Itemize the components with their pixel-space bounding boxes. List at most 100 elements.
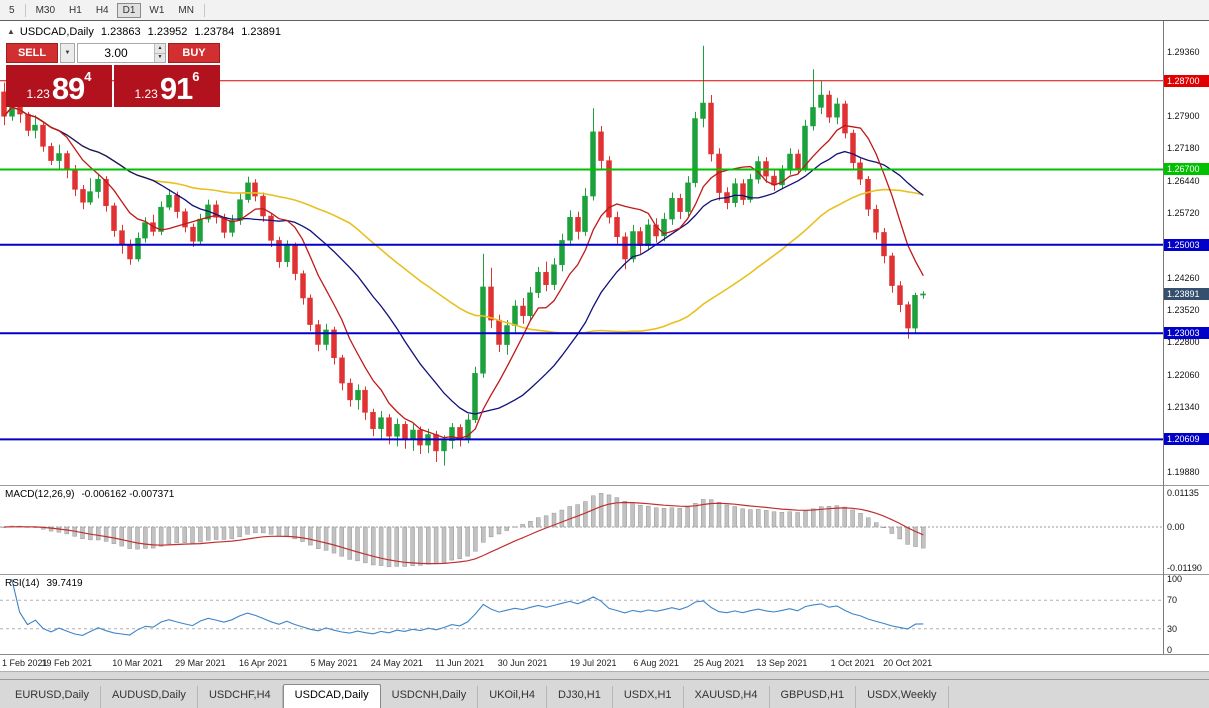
chart-symbol-label: USDCAD,Daily [19,26,94,38]
level-price-badge: 1.26700 [1164,163,1209,176]
ask-price-big-digits: 91 [159,71,193,106]
chart-tab-audusd-daily[interactable]: AUDUSD,Daily [101,686,198,708]
date-axis-label: 19 Feb 2021 [41,658,93,668]
price-tick: 1.26440 [1167,175,1200,186]
pane-separator [1164,574,1209,575]
rsi-line [11,578,924,636]
ohlc-close: 1.23891 [241,26,281,38]
timeframe-button-mn[interactable]: MN [178,4,194,16]
chart-tab-usdx-weekly[interactable]: USDX,Weekly [856,686,949,708]
ohlc-low: 1.23784 [194,26,235,38]
rsi-pane[interactable]: RSI(14) 39.7419 [0,574,1163,654]
chart-tab-usdchf-h4[interactable]: USDCHF,H4 [198,686,283,708]
candles [1,45,926,466]
time-axis[interactable]: 1 Feb 2021 19 Feb 2021 10 Mar 2021 29 Mar 2… [0,654,1209,672]
price-tick: 1.29360 [1167,46,1200,57]
price-tick: 1.24260 [1167,272,1200,283]
level-price-badge: 1.25003 [1164,238,1209,251]
volume-dropdown-button[interactable]: ▼ [60,43,75,63]
rsi-axis-tick: 30 [1167,623,1178,634]
macd-indicator-name: MACD(12,26,9) [5,489,75,500]
timeframe-button-h4[interactable]: H4 [95,4,109,16]
volume-spinner: ▲ ▼ [154,44,165,62]
volume-input[interactable] [78,44,165,62]
macd-signal-line [3,501,924,565]
bid-price-pip-digit: 4 [84,69,92,84]
bid-price-display[interactable]: 1.23 89 4 [6,65,112,107]
chart-tab-usdcnh-daily[interactable]: USDCNH,Daily [381,686,479,708]
chart-tab-gbpusd-h1[interactable]: GBPUSD,H1 [770,686,857,708]
bid-price-big-digits: 89 [51,71,85,106]
date-axis-label: 6 Aug 2021 [633,658,679,668]
price-tick: 1.27900 [1167,111,1200,122]
moving-average-8 [3,106,924,440]
macd-axis-zero: 0.00 [1167,522,1185,532]
timeframe-button-h1[interactable]: H1 [69,4,82,16]
chart-tab-ukoil-h4[interactable]: UKOil,H4 [478,686,548,708]
current-price-badge: 1.23891 [1164,287,1209,300]
price-tick: 1.21340 [1167,402,1200,412]
moving-average-45 [3,106,924,334]
price-pane[interactable]: ▲ USDCAD,Daily 1.23863 1.23952 1.23784 1… [0,21,1163,485]
level-price-badge: 1.20609 [1164,433,1209,446]
timeframe-button-w1[interactable]: W1 [149,4,165,16]
date-axis-label: 11 Jun 2021 [435,658,485,668]
level-price-badge: 1.23003 [1164,327,1209,340]
date-axis-label: 10 Mar 2021 [112,658,163,668]
macd-indicator-values: -0.006162 -0.007371 [81,489,175,500]
chart-ohlc-header: ▲ USDCAD,Daily 1.23863 1.23952 1.23784 1… [7,26,281,38]
ohlc-high: 1.23952 [147,26,188,38]
macd-axis-bottom: -0.01190 [1167,563,1202,573]
price-tick: 1.25720 [1167,207,1200,218]
date-axis-label: 29 Mar 2021 [175,658,226,668]
price-tick: 1.27180 [1167,143,1200,154]
chart-region: ▲ USDCAD,Daily 1.23863 1.23952 1.23784 1… [0,20,1209,672]
chevron-down-icon: ▼ [64,50,71,56]
one-click-trading-panel: SELL ▼ ▲ ▼ BUY 1.23 [6,43,220,107]
price-tick: 1.19880 [1167,466,1200,477]
macd-canvas [0,493,1163,567]
date-axis-label: 24 May 2021 [370,658,423,668]
rsi-indicator-value: 39.7419 [46,578,83,589]
macd-axis-top: 0.01135 [1167,488,1199,498]
chart-tab-bar: EURUSD,Daily AUDUSD,Daily USDCHF,H4 USDCAD,… [0,679,1209,708]
volume-field: ▲ ▼ [77,43,166,63]
timeframe-toolbar: 5 M30 H1 H4 D1 W1 MN [0,0,1209,20]
timeframe-button-m30[interactable]: M30 [35,4,56,16]
rsi-axis-tick: 0 [1167,645,1173,655]
chart-tab-dj30-h1[interactable]: DJ30,H1 [547,686,613,708]
toolbar-separator [24,3,26,17]
timeframe-button-d1[interactable]: D1 [116,2,142,18]
pane-separator [1164,485,1209,486]
statusbar-strip [0,671,1209,679]
volume-decrease-button[interactable]: ▼ [155,53,165,62]
chart-tab-xauusd-h4[interactable]: XAUUSD,H4 [684,686,770,708]
one-click-panel-toggle-icon[interactable]: ▲ [7,27,15,36]
ask-price-display[interactable]: 1.23 91 6 [114,65,220,107]
chart-tab-usdcad-daily[interactable]: USDCAD,Daily [282,684,381,708]
chart-tab-eurusd-daily[interactable]: EURUSD,Daily [4,686,101,708]
buy-button[interactable]: BUY [168,43,220,63]
price-tick: 1.22800 [1167,337,1200,348]
date-axis-label: 19 Jul 2021 [570,658,617,668]
date-axis-label: 13 Sep 2021 [756,658,808,668]
date-axis-label: 5 May 2021 [310,658,358,668]
price-tick: 1.23520 [1167,305,1200,316]
rsi-axis-tick: 100 [1167,574,1183,584]
date-axis-label: 1 Oct 2021 [830,658,875,668]
macd-histogram [1,493,926,567]
date-axis-label: 16 Apr 2021 [238,658,288,668]
date-axis-label: 25 Aug 2021 [693,658,745,668]
ask-price-pip-digit: 6 [192,69,200,84]
timeframe-button-5[interactable]: 5 [9,4,15,16]
rsi-indicator-name: RSI(14) [5,578,40,589]
price-axis[interactable]: 1.29360 1.27900 1.27180 1.26440 1.25720 1.242… [1163,21,1209,655]
price-chart-canvas[interactable] [0,21,1163,485]
volume-increase-button[interactable]: ▲ [155,44,165,54]
sell-button[interactable]: SELL [6,43,58,63]
rsi-axis-tick: 70 [1167,595,1178,606]
date-axis-label: 30 Jun 2021 [497,658,548,668]
macd-pane[interactable]: MACD(12,26,9) -0.006162 -0.007371 [0,485,1163,574]
chart-tab-usdx-h1[interactable]: USDX,H1 [613,686,684,708]
bid-price-prefix: 1.23 [26,87,50,101]
